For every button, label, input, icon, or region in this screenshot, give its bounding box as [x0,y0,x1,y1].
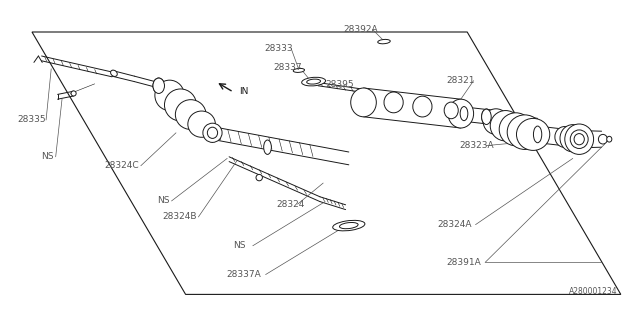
Text: A280001234: A280001234 [569,287,618,296]
Ellipse shape [481,109,492,124]
Ellipse shape [256,174,262,181]
Ellipse shape [351,88,376,117]
Ellipse shape [203,123,222,142]
Ellipse shape [333,220,365,231]
Ellipse shape [481,109,492,124]
Text: 28324: 28324 [276,200,305,209]
Ellipse shape [534,126,541,143]
Ellipse shape [264,140,271,155]
Ellipse shape [71,91,76,96]
Ellipse shape [574,134,584,145]
Ellipse shape [164,89,196,121]
Text: NS: NS [42,152,54,161]
Text: IN: IN [239,87,248,96]
Text: 28395: 28395 [325,80,354,89]
Ellipse shape [460,107,468,121]
Ellipse shape [188,111,215,137]
Text: 28333: 28333 [264,44,293,53]
Ellipse shape [483,109,509,134]
Text: NS: NS [234,241,246,250]
Text: 28323A: 28323A [460,141,494,150]
Ellipse shape [153,78,164,93]
Ellipse shape [301,77,326,86]
Text: 28324A: 28324A [437,220,472,229]
Text: 28324C: 28324C [104,161,139,170]
Text: 28392A: 28392A [344,25,378,34]
Text: NS: NS [157,196,170,205]
Ellipse shape [111,70,117,76]
Text: 28324B: 28324B [162,212,196,221]
Ellipse shape [570,130,588,148]
Ellipse shape [555,126,574,147]
Ellipse shape [507,115,543,149]
Ellipse shape [490,110,521,141]
Ellipse shape [444,102,458,119]
Text: 28337: 28337 [273,63,302,72]
Ellipse shape [448,99,474,128]
Text: 28335: 28335 [17,116,46,124]
Ellipse shape [307,79,321,84]
Ellipse shape [499,113,532,146]
Text: 28337A: 28337A [226,270,260,279]
Ellipse shape [565,124,594,154]
Ellipse shape [607,136,612,142]
Ellipse shape [293,68,305,72]
Ellipse shape [384,92,403,113]
Text: 28321: 28321 [447,76,476,85]
Ellipse shape [339,222,358,229]
Polygon shape [32,32,621,294]
Ellipse shape [155,80,184,110]
Ellipse shape [153,78,164,93]
Ellipse shape [175,100,206,129]
Text: 28391A: 28391A [447,258,481,267]
Ellipse shape [560,124,586,152]
Ellipse shape [413,96,432,117]
Ellipse shape [516,118,550,150]
Ellipse shape [598,134,607,144]
Ellipse shape [378,39,390,44]
Ellipse shape [207,127,218,138]
